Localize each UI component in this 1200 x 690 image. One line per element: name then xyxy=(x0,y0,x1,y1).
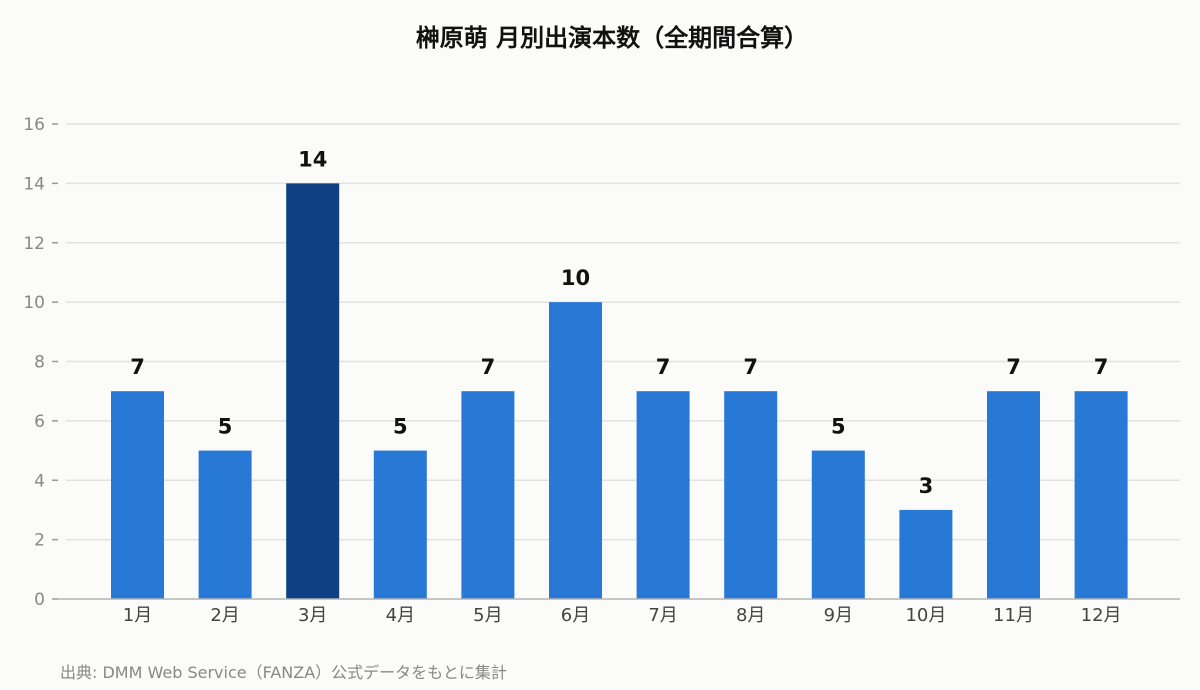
y-tick-label: 4 xyxy=(34,471,45,491)
y-axis-ticks: 0 2 4 6 8 10 12 14 16 xyxy=(23,115,58,610)
grid-lines xyxy=(66,123,1180,541)
data-labels: 7 5 14 5 7 10 7 7 5 3 7 7 xyxy=(130,147,1108,498)
x-tick-label: 7月 xyxy=(648,605,677,626)
bar xyxy=(987,391,1040,599)
y-tick-label: 8 xyxy=(34,353,45,373)
y-tick-label: 6 xyxy=(34,412,45,432)
bar xyxy=(549,302,602,599)
y-tick-label: 10 xyxy=(23,293,45,313)
x-tick-label: 10月 xyxy=(905,605,946,626)
bar xyxy=(198,450,252,599)
x-axis-ticks: 1月 2月 3月 4月 5月 6月 7月 8月 9月 10月 11月 12月 xyxy=(123,605,1122,626)
data-label: 14 xyxy=(298,147,327,171)
bar xyxy=(286,183,340,599)
x-tick-label: 3月 xyxy=(298,605,327,626)
x-tick-label: 12月 xyxy=(1081,605,1122,626)
source-note: 出典: DMM Web Service（FANZA）公式データをもとに集計 xyxy=(60,663,507,682)
data-label: 7 xyxy=(743,355,758,379)
data-label: 7 xyxy=(1006,355,1021,379)
x-tick-label: 9月 xyxy=(824,605,853,626)
data-label: 5 xyxy=(218,415,233,439)
y-tick-label: 0 xyxy=(34,590,45,610)
bar xyxy=(636,391,690,599)
y-tick-label: 2 xyxy=(34,531,45,551)
bar xyxy=(811,450,865,599)
data-label: 5 xyxy=(831,415,846,439)
x-tick-label: 1月 xyxy=(123,605,152,626)
bar xyxy=(899,509,953,599)
y-tick-label: 14 xyxy=(23,174,45,194)
x-tick-label: 2月 xyxy=(210,605,239,626)
x-tick-label: 6月 xyxy=(561,605,590,626)
x-tick-label: 11月 xyxy=(993,605,1034,626)
data-label: 5 xyxy=(393,415,408,439)
bar xyxy=(111,391,164,599)
data-label: 7 xyxy=(481,355,496,379)
y-tick-label: 12 xyxy=(23,234,45,254)
data-label: 10 xyxy=(561,266,590,290)
y-tick-label: 16 xyxy=(23,115,45,135)
x-tick-label: 5月 xyxy=(473,605,502,626)
chart-title: 榊原萌 月別出演本数（全期間合算） xyxy=(416,24,808,52)
bars xyxy=(111,183,1128,599)
data-label: 7 xyxy=(130,355,145,379)
bar xyxy=(373,450,427,599)
bar xyxy=(724,391,778,599)
data-label: 7 xyxy=(656,355,671,379)
data-label: 3 xyxy=(919,474,934,498)
bar xyxy=(461,391,515,599)
data-label: 7 xyxy=(1094,355,1109,379)
bar xyxy=(1074,391,1128,599)
x-tick-label: 8月 xyxy=(736,605,765,626)
x-tick-label: 4月 xyxy=(386,605,415,626)
